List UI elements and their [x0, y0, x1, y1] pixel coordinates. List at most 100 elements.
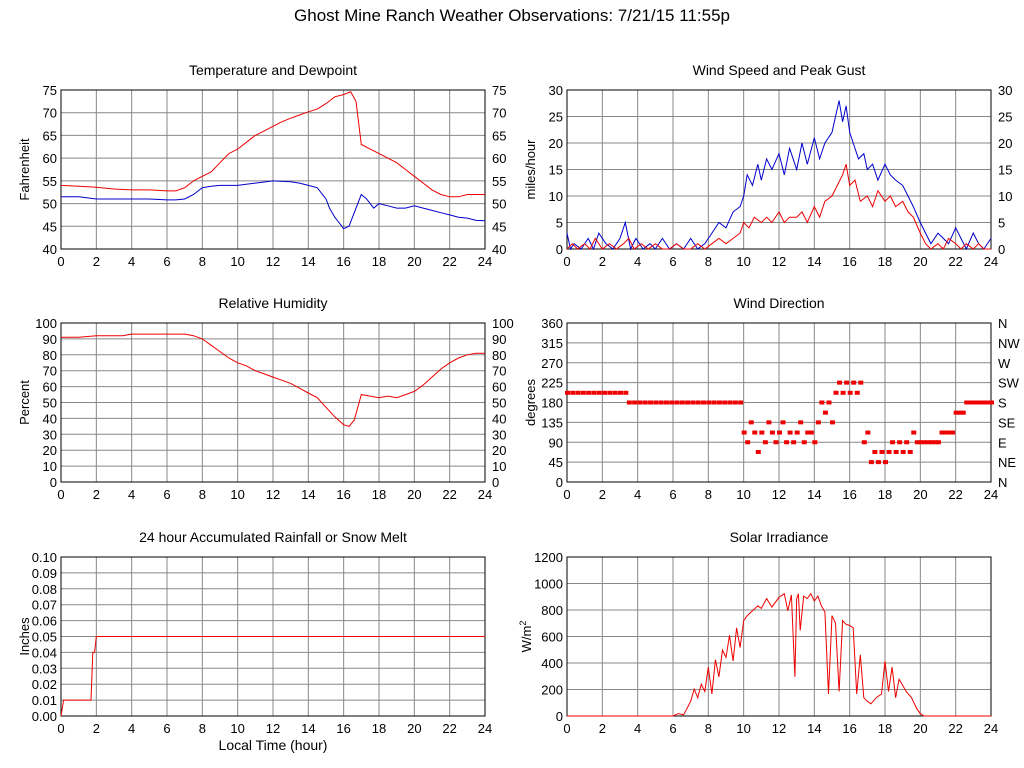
x-tick-label: 2 — [93, 721, 100, 736]
y-axis-label: miles/hour — [523, 139, 538, 200]
y-tick-label: 70 — [43, 106, 57, 121]
x-tick-label: 0 — [563, 487, 570, 502]
y-tick-label-right: 5 — [998, 216, 1005, 231]
page-title: Ghost Mine Ranch Weather Observations: 7… — [294, 6, 730, 25]
data-point — [607, 390, 613, 395]
x-tick-label: 8 — [199, 487, 206, 502]
y-tick-label-right: 75 — [492, 83, 506, 98]
series-line-0 — [61, 333, 485, 427]
chart-title: Wind Speed and Peak Gust — [693, 62, 866, 78]
y-tick-label-right: 0 — [492, 475, 499, 490]
x-tick-label: 18 — [372, 254, 386, 269]
data-point — [653, 400, 659, 405]
data-point — [596, 390, 602, 395]
x-tick-label: 6 — [669, 487, 676, 502]
y-tick-label-right: 55 — [492, 174, 506, 189]
x-tick-label: 16 — [336, 487, 350, 502]
y-tick-label: 20 — [43, 443, 57, 458]
data-point — [964, 400, 970, 405]
data-point — [575, 390, 581, 395]
y-tick-label-right: S — [998, 396, 1007, 411]
x-tick-label: 22 — [948, 721, 962, 736]
y-tick-label: 0.06 — [32, 614, 57, 629]
plot-frame — [60, 322, 486, 483]
data-point — [777, 430, 782, 435]
x-tick-label: 6 — [163, 254, 170, 269]
y-tick-label-right: 50 — [492, 396, 506, 411]
x-tick-label: 2 — [599, 487, 606, 502]
x-tick-label: 2 — [599, 254, 606, 269]
x-tick-label: 24 — [984, 254, 998, 269]
y-tick-label: 10 — [549, 189, 563, 204]
y-tick-label: 60 — [43, 151, 57, 166]
data-point — [695, 400, 701, 405]
data-point — [925, 440, 931, 445]
data-point — [669, 400, 675, 405]
data-point — [798, 420, 804, 425]
data-point — [602, 390, 608, 395]
data-point — [883, 460, 888, 465]
x-tick-label: 16 — [842, 721, 856, 736]
y-tick-label: 225 — [541, 376, 563, 391]
plot-frame — [566, 556, 992, 717]
y-tick-label: 600 — [541, 630, 563, 645]
data-point — [618, 390, 623, 395]
x-tick-label: 10 — [736, 487, 750, 502]
y-tick-label-right: 45 — [492, 219, 506, 234]
data-point — [762, 440, 768, 445]
data-point — [932, 440, 938, 445]
data-point — [837, 380, 843, 385]
y-tick-label: 80 — [43, 348, 57, 363]
y-tick-label: 100 — [35, 316, 57, 331]
series-line-0 — [566, 100, 992, 251]
y-tick-label: 55 — [43, 174, 57, 189]
data-point — [805, 430, 811, 435]
data-point — [865, 430, 871, 435]
data-point — [701, 400, 707, 405]
data-point — [794, 430, 800, 435]
data-point — [738, 400, 744, 405]
y-tick-label: 0.09 — [32, 566, 57, 581]
x-tick-label: 4 — [634, 254, 641, 269]
data-point — [711, 400, 717, 405]
data-point — [663, 400, 669, 405]
y-tick-label-right: 90 — [492, 332, 506, 347]
y-tick-label: 0.01 — [32, 693, 57, 708]
data-point — [791, 440, 797, 445]
data-point — [928, 440, 934, 445]
y-tick-label-right: 60 — [492, 380, 506, 395]
y-tick-label-right: 30 — [492, 427, 506, 442]
y-tick-label: 25 — [549, 110, 563, 125]
y-tick-label-right: 80 — [492, 348, 506, 363]
series-line-0 — [567, 592, 991, 717]
data-point — [706, 400, 712, 405]
data-point — [674, 400, 680, 405]
chart-title: Relative Humidity — [219, 295, 328, 311]
data-point — [960, 410, 966, 415]
y-tick-label: 0 — [50, 475, 57, 490]
x-tick-label: 6 — [163, 721, 170, 736]
x-tick-label: 2 — [599, 721, 606, 736]
y-tick-label-right: NW — [998, 336, 1020, 351]
x-tick-label: 22 — [948, 487, 962, 502]
data-point — [900, 449, 906, 454]
x-tick-label: 14 — [301, 254, 315, 269]
y-tick-label: 10 — [43, 459, 57, 474]
series-line-1 — [61, 180, 486, 230]
y-tick-label: 50 — [43, 197, 57, 212]
x-tick-label: 14 — [807, 254, 821, 269]
data-point — [822, 410, 828, 415]
data-point — [580, 390, 586, 395]
x-tick-label: 12 — [772, 487, 786, 502]
data-point — [890, 440, 896, 445]
y-tick-label: 400 — [541, 656, 563, 671]
data-point — [833, 390, 839, 395]
chart-title: 24 hour Accumulated Rainfall or Snow Mel… — [139, 529, 407, 545]
data-point — [727, 400, 733, 405]
x-tick-label: 18 — [372, 487, 386, 502]
data-point — [918, 440, 924, 445]
data-point — [716, 400, 722, 405]
y-tick-label-right: SW — [998, 376, 1020, 391]
data-point — [586, 390, 592, 395]
